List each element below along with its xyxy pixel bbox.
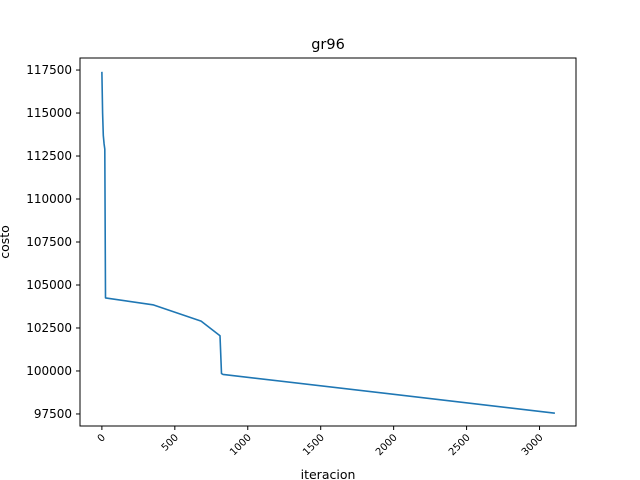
series-line-1 [101, 71, 555, 414]
x-axis: 0 500 1000 1500 2000 2500 3000 [96, 426, 546, 458]
chart-title: gr96 [311, 37, 345, 53]
x-axis-label: iteracion [301, 467, 356, 480]
y-tick-label: 110000 [26, 192, 72, 206]
y-tick-label: 97500 [34, 407, 72, 421]
y-axis: 97500 100000 102500 105000 107500 110000 11250… [26, 63, 80, 421]
y-tick-label: 105000 [26, 278, 72, 292]
y-tick-label: 102500 [26, 321, 72, 335]
x-tick-label: 2000 [374, 432, 400, 458]
y-tick-label: 115000 [26, 106, 72, 120]
x-tick-label: 1000 [228, 432, 254, 458]
y-tick-label: 100000 [26, 364, 72, 378]
plot-frame [79, 57, 577, 427]
x-tick-label: 0 [96, 432, 108, 444]
series-lines [101, 71, 555, 414]
y-axis-label: costo [0, 225, 12, 259]
x-tick-label: 1500 [301, 432, 327, 458]
x-tick-label: 2500 [447, 432, 473, 458]
y-tick-label: 107500 [26, 235, 72, 249]
plot-area [80, 58, 576, 426]
y-tick-label: 117500 [26, 63, 72, 77]
y-tick-label: 112500 [26, 149, 72, 163]
x-tick-label: 500 [160, 432, 181, 453]
x-tick-label: 3000 [520, 432, 546, 458]
